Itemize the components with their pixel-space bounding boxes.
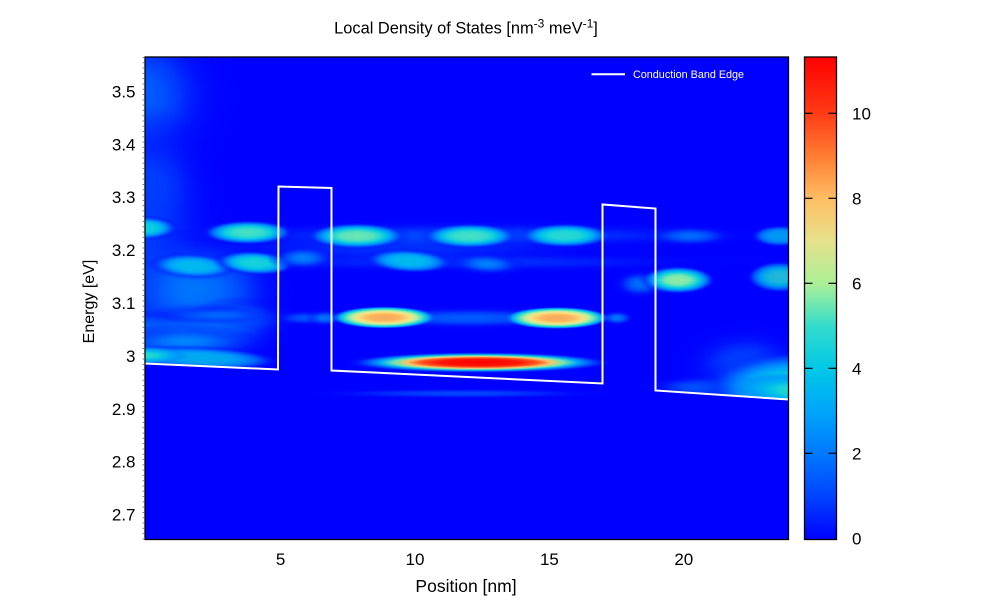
svg-text:8: 8 bbox=[852, 189, 861, 208]
svg-text:Energy [eV]: Energy [eV] bbox=[81, 260, 98, 344]
svg-text:3: 3 bbox=[126, 347, 135, 366]
svg-text:3.5: 3.5 bbox=[112, 83, 136, 102]
svg-text:20: 20 bbox=[674, 550, 693, 569]
svg-text:2.7: 2.7 bbox=[112, 506, 136, 525]
svg-text:10: 10 bbox=[852, 104, 871, 123]
svg-text:3.2: 3.2 bbox=[112, 241, 136, 260]
svg-text:Conduction Band Edge: Conduction Band Edge bbox=[633, 69, 744, 81]
svg-text:0: 0 bbox=[852, 529, 861, 548]
svg-text:10: 10 bbox=[406, 550, 425, 569]
svg-text:3.1: 3.1 bbox=[112, 294, 136, 313]
svg-text:6: 6 bbox=[852, 274, 861, 293]
svg-text:3.3: 3.3 bbox=[112, 188, 136, 207]
svg-text:Local Density of States [nm-3: Local Density of States [nm-3 meV-1] bbox=[334, 17, 598, 38]
svg-text:2.8: 2.8 bbox=[112, 453, 136, 472]
svg-text:15: 15 bbox=[540, 550, 559, 569]
svg-text:5: 5 bbox=[276, 550, 285, 569]
svg-text:Position [nm]: Position [nm] bbox=[415, 576, 516, 596]
svg-text:2: 2 bbox=[852, 444, 861, 463]
svg-text:3.4: 3.4 bbox=[112, 135, 136, 154]
svg-text:2.9: 2.9 bbox=[112, 400, 136, 419]
svg-text:4: 4 bbox=[852, 359, 861, 378]
